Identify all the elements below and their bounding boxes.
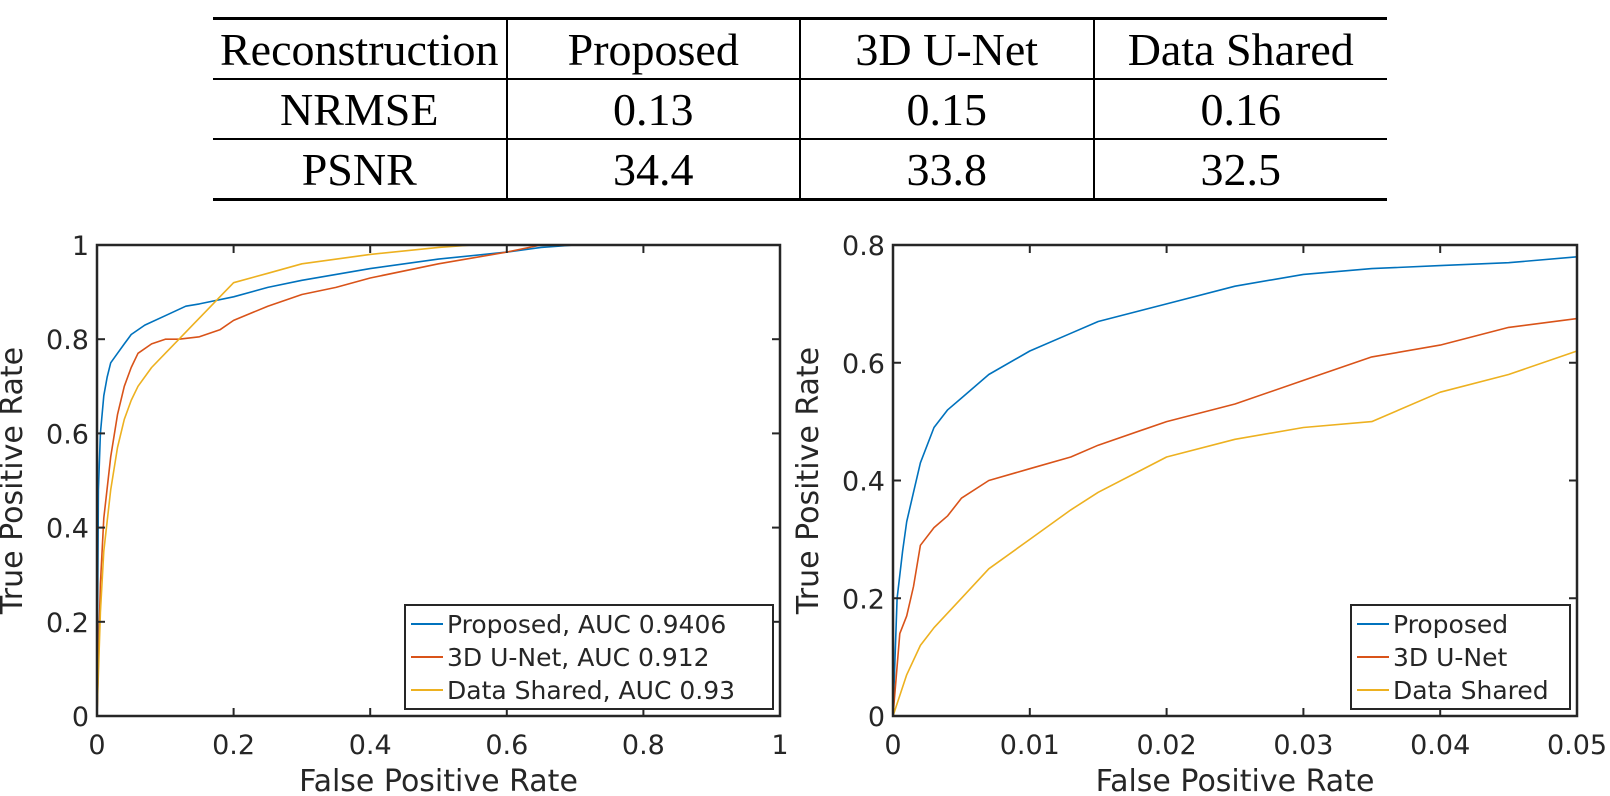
roc-chart-2: 0 0.01 0.02 0.03 0.04 0.05 0 0.2 0.4 0.6 0.8 False … <box>791 231 1607 796</box>
table-cell: 33.8 <box>799 139 1094 200</box>
x-tick-label: 0.01 <box>1000 730 1060 761</box>
table-header-cell: Proposed <box>505 18 800 79</box>
x-tick-label: 1 <box>771 730 788 761</box>
x-tick-label: 0.8 <box>622 730 665 761</box>
y-tick-label: 0.2 <box>46 608 89 639</box>
x-axis-label: False Positive Rate <box>299 764 578 796</box>
table-cell: 0.15 <box>799 79 1094 139</box>
roc-chart-1: 0 0.2 0.4 0.6 0.8 1 0 0.2 0.4 0.6 0.8 1 False Positi… <box>0 231 789 796</box>
x-tick-label: 0.02 <box>1137 730 1197 761</box>
roc-curve-1 <box>96 244 780 717</box>
legend-label: Proposed, AUC 0.9406 <box>447 610 726 639</box>
table-cell: 0.16 <box>1092 79 1387 139</box>
roc-curve-3 <box>892 350 1578 717</box>
x-tick-label: 0 <box>884 730 901 761</box>
chart-legend: Proposed, AUC 0.9406 3D U-Net, AUC 0.912 D… <box>404 604 774 710</box>
legend-label: 3D U-Net <box>1393 643 1508 672</box>
y-tick-label: 0.4 <box>46 514 89 545</box>
x-tick-label: 0.6 <box>485 730 528 761</box>
x-tick-label: 0.04 <box>1410 730 1470 761</box>
plot-frame <box>95 243 782 718</box>
legend-label: Data Shared, AUC 0.93 <box>447 676 735 705</box>
table-row: PSNR 34.4 33.8 32.5 <box>213 139 1387 200</box>
y-tick-label: 1 <box>72 231 89 262</box>
y-tick-label: 0.8 <box>842 231 885 262</box>
table-cell: 0.13 <box>505 79 800 139</box>
x-axis-label: False Positive Rate <box>1096 764 1375 796</box>
y-tick-label: 0.6 <box>842 349 885 380</box>
x-tick-label: 0.4 <box>349 730 392 761</box>
table-header-cell: 3D U-Net <box>799 18 1094 79</box>
chart-legend: Proposed 3D U-Net Data Shared <box>1350 604 1571 710</box>
metric-label: NRMSE <box>280 83 439 135</box>
y-tick-label: 0.8 <box>46 325 89 356</box>
y-tick-label: 0 <box>72 702 89 733</box>
x-tick-label: 0 <box>88 730 105 761</box>
roc-curve-3 <box>96 244 780 717</box>
legend-label: 3D U-Net, AUC 0.912 <box>447 643 710 672</box>
legend-label: Proposed <box>1393 610 1508 639</box>
y-tick-label: 0.2 <box>842 584 885 615</box>
metric-label: PSNR <box>301 143 417 195</box>
table-row: NRMSE 0.13 0.15 0.16 <box>213 79 1387 139</box>
table-header-cell: Data Shared <box>1092 18 1387 79</box>
y-axis-label: True Positive Rate <box>791 347 826 615</box>
legend-label: Data Shared <box>1393 676 1549 705</box>
y-tick-label: 0 <box>868 702 885 733</box>
y-axis-label: True Positive Rate <box>0 347 30 615</box>
table-cell: 34.4 <box>505 139 800 200</box>
y-tick-label: 0.6 <box>46 419 89 450</box>
x-tick-label: 0.2 <box>212 730 255 761</box>
x-tick-label: 0.03 <box>1273 730 1333 761</box>
table-header-cell: Reconstruction <box>220 23 499 75</box>
table-cell: 32.5 <box>1092 139 1387 200</box>
legend-box <box>404 604 774 710</box>
roc-curve-2 <box>96 244 780 717</box>
table-header-row: Reconstruction Proposed 3D U-Net Data Sh… <box>213 18 1387 79</box>
y-tick-label: 0.4 <box>842 467 885 498</box>
x-tick-label: 0.05 <box>1547 730 1607 761</box>
roc-curve-1 <box>892 256 1578 717</box>
metrics-table: Reconstruction Proposed 3D U-Net Data Sh… <box>213 17 1387 201</box>
roc-curve-2 <box>892 317 1578 717</box>
